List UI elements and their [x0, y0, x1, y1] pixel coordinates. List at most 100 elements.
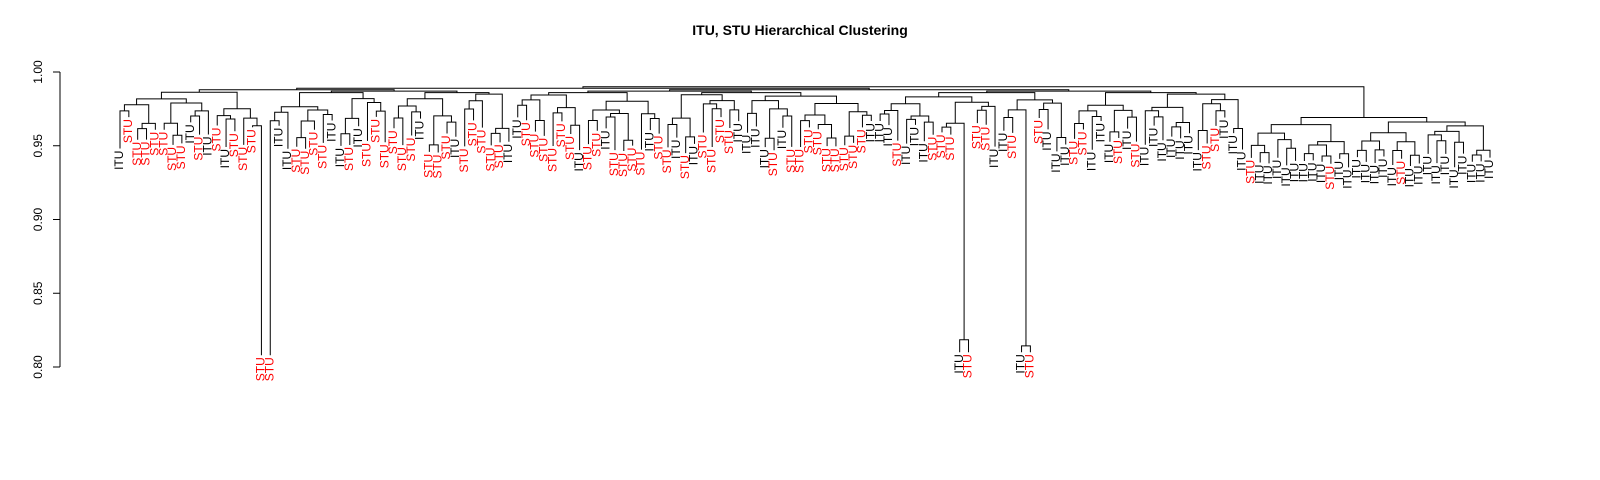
- y-axis: 0.80 0.85 0.90 0.95 1.00: [31, 60, 61, 379]
- leaf-label: ITU: [1058, 146, 1072, 165]
- dendrogram-branch: [1303, 153, 1314, 162]
- dendrogram-branch: [1286, 147, 1297, 166]
- leaf-label: ITU: [731, 123, 745, 142]
- leaf-label: STU: [430, 155, 444, 179]
- leaf-label: STU: [404, 138, 418, 162]
- leaf-label: ITU: [908, 127, 922, 146]
- leaf-label: ITU: [1376, 159, 1390, 178]
- dendrogram-branch: [534, 120, 545, 136]
- dendrogram-branch: [1127, 116, 1137, 142]
- dendrogram-branch: [428, 144, 439, 153]
- dendrogram-branch: [1259, 152, 1270, 164]
- leaf-label: ITU: [1173, 140, 1187, 159]
- leaf-label: ITU: [1314, 164, 1328, 183]
- dendrogram-branch: [844, 135, 855, 146]
- leaf-label: STU: [890, 143, 904, 167]
- leaf-label: ITU: [201, 136, 215, 155]
- leaf-label: STU: [784, 149, 798, 173]
- dendrogram-branch: [299, 92, 364, 107]
- dendrogram-branch: [194, 110, 209, 135]
- leaf-label: ITU: [872, 123, 886, 142]
- leaf-label: STU: [660, 149, 674, 173]
- dendrogram-branch: [172, 134, 183, 145]
- leaf-label: ITU: [1341, 169, 1355, 188]
- dendrogram-branch: [1113, 109, 1133, 132]
- leaf-label: ITU: [1332, 161, 1346, 180]
- dendrogram-branch: [1374, 149, 1385, 163]
- leaf-label: ITU: [448, 139, 462, 158]
- dendrogram-branch: [517, 104, 528, 121]
- leaf-label: STU: [483, 147, 497, 171]
- leaf-label: STU: [934, 134, 948, 158]
- leaf-label: ITU: [1279, 167, 1293, 186]
- dendrogram-branch: [1356, 149, 1367, 162]
- leaf-label: STU: [704, 149, 718, 173]
- dendrogram-branch: [1434, 130, 1460, 143]
- leaf-label: ITU: [1367, 165, 1381, 184]
- leaf-label: STU: [289, 149, 303, 173]
- leaf-labels: ITUSTUSTUSTUSTUSTUSTUSTUITUSTUITUSTUITUS…: [112, 119, 1496, 381]
- leaf-label: ITU: [863, 123, 877, 142]
- dendrogram-branch: [605, 116, 616, 151]
- leaf-label: ITU: [1464, 164, 1478, 183]
- leaf-label: STU: [607, 152, 621, 176]
- leaf-label: ITU: [952, 354, 966, 373]
- leaf-label: ITU: [996, 133, 1010, 152]
- leaf-label: STU: [492, 144, 506, 168]
- y-tick-label: 1.00: [31, 60, 45, 84]
- dendrogram-branch: [1233, 128, 1244, 150]
- leaf-label: STU: [165, 147, 179, 171]
- dendrogram-branch: [397, 105, 417, 118]
- dendrogram-branch: [1300, 117, 1428, 125]
- leaf-label: STU: [802, 129, 816, 153]
- dendrogram-branch: [1175, 122, 1190, 134]
- dendrogram-branch: [269, 120, 280, 356]
- dendrogram-branch: [1003, 116, 1014, 133]
- dendrogram-branch: [959, 339, 970, 353]
- leaf-label: STU: [625, 148, 639, 172]
- dendrogram-branch: [296, 137, 307, 149]
- leaf-label: STU: [970, 125, 984, 149]
- leaf-label: ITU: [572, 152, 586, 171]
- dendrogram-branch: [160, 91, 238, 109]
- leaf-label: STU: [130, 142, 144, 166]
- chart-title: ITU, STU Hierarchical Clustering: [692, 22, 908, 38]
- dendrogram-branch: [954, 101, 989, 124]
- leaf-label: STU: [810, 131, 824, 155]
- dendrogram-branch: [490, 132, 501, 146]
- leaf-label: ITU: [1429, 165, 1443, 184]
- leaf-label: STU: [174, 145, 188, 169]
- leaf-label: STU: [1199, 145, 1213, 169]
- dendrogram-branch: [223, 108, 251, 119]
- dendrogram-branch: [280, 106, 319, 113]
- dendrogram-branch: [1171, 126, 1182, 139]
- leaf-label: ITU: [1438, 156, 1452, 175]
- dendrogram-branch: [1409, 154, 1420, 167]
- y-tick-label: 0.85: [31, 281, 45, 305]
- leaf-label: ITU: [112, 151, 126, 170]
- leaf-label: ITU: [1420, 156, 1434, 175]
- leaf-label: ITU: [1190, 152, 1204, 171]
- dendrogram-branch: [322, 114, 333, 143]
- dendrogram-branch: [751, 100, 779, 114]
- dendrogram-branch: [225, 118, 236, 147]
- dendrogram-branch: [764, 137, 775, 151]
- leaf-label: STU: [961, 354, 975, 378]
- leaf-label: STU: [943, 137, 957, 161]
- leaf-label: STU: [1323, 166, 1337, 190]
- dendrogram-branch: [1317, 141, 1345, 154]
- leaf-label: STU: [156, 132, 170, 156]
- leaf-label: STU: [209, 128, 223, 152]
- dendrogram-branch: [170, 102, 203, 124]
- leaf-label: ITU: [1297, 163, 1311, 182]
- dendrogram-branch: [274, 111, 289, 149]
- leaf-label: ITU: [351, 128, 365, 147]
- leaf-label: STU: [563, 136, 577, 160]
- dendrogram-branch: [1471, 154, 1482, 162]
- leaf-label: STU: [457, 148, 471, 172]
- leaf-label: STU: [978, 127, 992, 151]
- dendrogram-branch: [1392, 150, 1403, 166]
- dendrogram-branch: [1056, 137, 1067, 152]
- leaf-label: ITU: [1447, 169, 1461, 188]
- leaf-label: STU: [307, 132, 321, 156]
